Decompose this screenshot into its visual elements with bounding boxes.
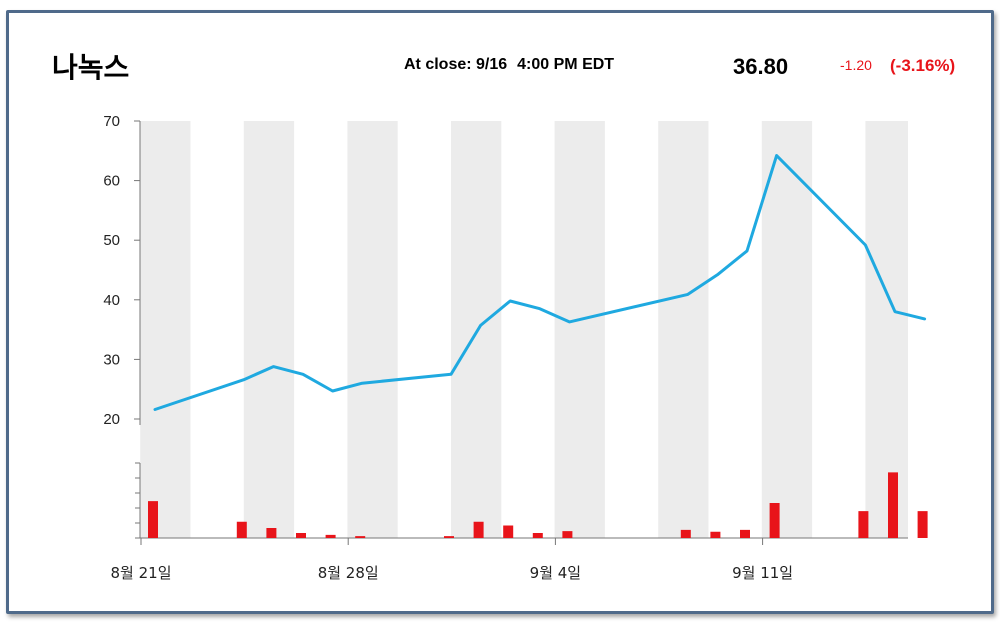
volume-bar — [355, 536, 366, 538]
volume-bar — [532, 533, 543, 538]
volume-bar — [769, 503, 780, 538]
weekend-band-2 — [347, 121, 398, 538]
weekend-band-6 — [761, 121, 813, 538]
close-time: 4:00 PM EDT — [517, 56, 615, 73]
weekend-band-5 — [658, 121, 709, 538]
weekend-band-3 — [451, 121, 502, 538]
price-line-group — [153, 154, 927, 411]
volume-bar — [444, 536, 454, 538]
close-label: At close: 9/16 — [404, 56, 508, 73]
closing-price: 36.80 — [733, 54, 789, 79]
volume-bar — [740, 529, 750, 538]
stock-title: 나녹스 — [52, 51, 130, 84]
volume-bar — [148, 501, 158, 538]
y-tick-label: 40 — [103, 292, 120, 309]
x-tick-label: 9월 11일 — [732, 564, 793, 582]
volume-bar — [562, 531, 573, 538]
y-axis: 20 30 40 50 60 70 — [103, 113, 141, 539]
volume-bars — [148, 472, 928, 538]
volume-bar — [266, 528, 277, 538]
volume-bar — [473, 521, 484, 538]
y-tick-label: 70 — [103, 113, 120, 130]
volume-bar — [503, 525, 514, 538]
y-tick-label: 60 — [103, 173, 120, 190]
x-tick-label: 9월 4일 — [530, 564, 581, 582]
price-change-percent: (-3.16%) — [890, 56, 956, 75]
volume-bar — [680, 529, 691, 538]
x-tick-label: 8월 21일 — [111, 564, 172, 582]
y-tick-label: 20 — [103, 411, 120, 428]
volume-bar — [296, 533, 306, 538]
weekend-band-1 — [243, 121, 295, 538]
volume-bar — [236, 521, 247, 538]
y-tick-label: 50 — [103, 232, 120, 249]
close-info: At close: 9/16 4:00 PM EDT — [404, 56, 614, 74]
volume-bar — [858, 511, 869, 538]
weekend-band-4 — [554, 121, 605, 538]
weekend-band-7 — [865, 121, 908, 538]
weekend-bands — [140, 121, 908, 538]
x-axis: 8월 21일 8월 28일 9월 4일 9월 11일 — [111, 537, 908, 582]
price-line — [153, 154, 927, 411]
x-tick-label: 8월 28일 — [318, 564, 379, 582]
volume-bar — [710, 531, 721, 538]
price-change: -1.20 — [840, 57, 872, 73]
weekend-band-0 — [140, 121, 191, 538]
y-tick-label: 30 — [103, 351, 120, 368]
volume-bar — [325, 534, 336, 538]
volume-bar — [917, 511, 928, 538]
volume-bar — [888, 472, 898, 538]
